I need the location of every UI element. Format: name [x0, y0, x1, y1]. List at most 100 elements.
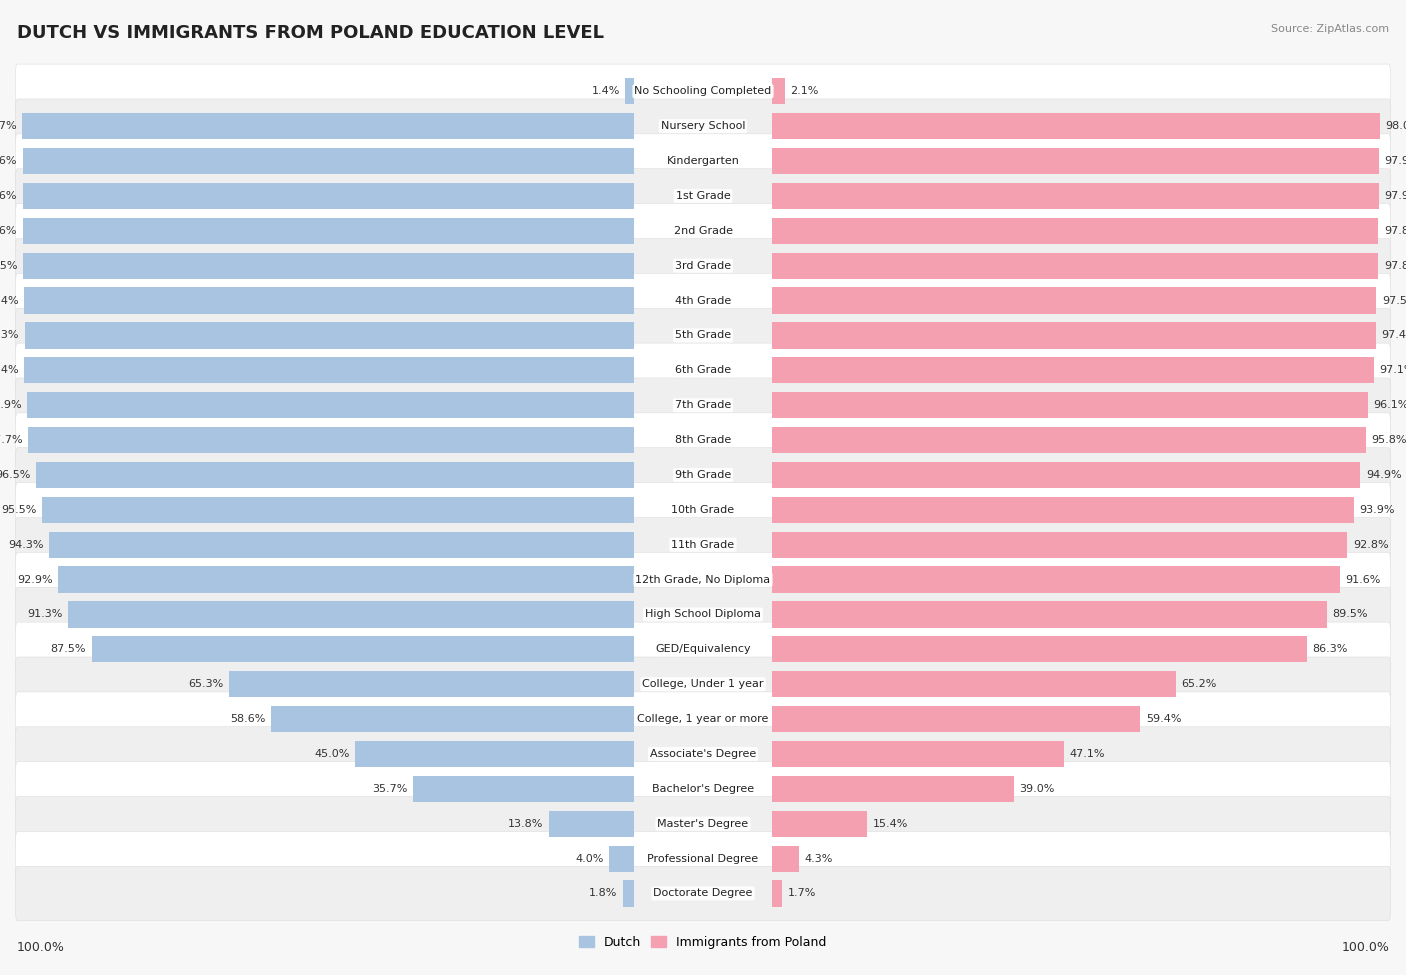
Text: 12th Grade, No Diploma: 12th Grade, No Diploma	[636, 574, 770, 585]
Text: 98.6%: 98.6%	[0, 156, 17, 166]
Text: 97.7%: 97.7%	[0, 435, 22, 445]
Text: 98.7%: 98.7%	[0, 121, 17, 132]
Bar	[49, 531, 634, 558]
Bar	[772, 288, 1376, 314]
Text: 3rd Grade: 3rd Grade	[675, 260, 731, 271]
Text: 13.8%: 13.8%	[508, 819, 543, 829]
Text: High School Diploma: High School Diploma	[645, 609, 761, 619]
FancyBboxPatch shape	[15, 483, 1391, 537]
Bar	[772, 183, 1379, 209]
Text: 47.1%: 47.1%	[1070, 749, 1105, 759]
Bar	[772, 323, 1376, 348]
Text: 97.9%: 97.9%	[1385, 156, 1406, 166]
Bar	[22, 113, 634, 139]
Bar	[22, 217, 634, 244]
Text: College, 1 year or more: College, 1 year or more	[637, 714, 769, 724]
Bar	[772, 427, 1365, 453]
Bar	[623, 880, 634, 907]
Text: 93.9%: 93.9%	[1360, 505, 1395, 515]
Bar	[772, 78, 785, 104]
Bar	[28, 427, 634, 453]
Bar	[35, 462, 634, 488]
Bar	[772, 845, 799, 872]
Bar	[772, 217, 1378, 244]
Text: 5th Grade: 5th Grade	[675, 331, 731, 340]
Bar	[413, 776, 634, 801]
FancyBboxPatch shape	[15, 832, 1391, 886]
FancyBboxPatch shape	[15, 553, 1391, 606]
Bar	[772, 637, 1308, 662]
Text: 98.4%: 98.4%	[0, 366, 18, 375]
Text: 100.0%: 100.0%	[1341, 941, 1389, 954]
Bar	[22, 183, 634, 209]
Text: Professional Degree: Professional Degree	[647, 853, 759, 864]
Text: 97.9%: 97.9%	[1385, 191, 1406, 201]
Bar	[609, 845, 634, 872]
Text: 98.0%: 98.0%	[1385, 121, 1406, 132]
Bar	[772, 566, 1340, 593]
FancyBboxPatch shape	[15, 692, 1391, 746]
Text: 45.0%: 45.0%	[314, 749, 350, 759]
Text: Nursery School: Nursery School	[661, 121, 745, 132]
Text: 96.1%: 96.1%	[1374, 400, 1406, 410]
Text: Kindergarten: Kindergarten	[666, 156, 740, 166]
Bar	[67, 602, 634, 628]
Bar	[356, 741, 634, 767]
Text: 97.8%: 97.8%	[1384, 260, 1406, 271]
Text: 39.0%: 39.0%	[1019, 784, 1054, 794]
Text: 65.2%: 65.2%	[1181, 680, 1218, 689]
Text: 1.8%: 1.8%	[589, 888, 617, 899]
Text: 92.8%: 92.8%	[1353, 540, 1389, 550]
Bar	[42, 496, 634, 523]
Bar	[772, 741, 1064, 767]
FancyBboxPatch shape	[15, 761, 1391, 816]
Bar	[24, 323, 634, 348]
FancyBboxPatch shape	[15, 134, 1391, 188]
FancyBboxPatch shape	[15, 98, 1391, 153]
Text: 4.0%: 4.0%	[575, 853, 603, 864]
Bar	[772, 671, 1177, 697]
Text: 4th Grade: 4th Grade	[675, 295, 731, 305]
Text: 97.1%: 97.1%	[1379, 366, 1406, 375]
Bar	[772, 462, 1361, 488]
Text: College, Under 1 year: College, Under 1 year	[643, 680, 763, 689]
Bar	[772, 706, 1140, 732]
Text: 97.9%: 97.9%	[0, 400, 21, 410]
Text: 97.4%: 97.4%	[1381, 331, 1406, 340]
FancyBboxPatch shape	[15, 726, 1391, 781]
Text: 95.8%: 95.8%	[1371, 435, 1406, 445]
FancyBboxPatch shape	[15, 378, 1391, 432]
Text: 15.4%: 15.4%	[873, 819, 908, 829]
Bar	[626, 78, 634, 104]
FancyBboxPatch shape	[15, 308, 1391, 363]
Text: 91.6%: 91.6%	[1346, 574, 1381, 585]
Text: 94.9%: 94.9%	[1365, 470, 1402, 480]
Bar	[229, 671, 634, 697]
Text: Doctorate Degree: Doctorate Degree	[654, 888, 752, 899]
Text: 4.3%: 4.3%	[804, 853, 832, 864]
Text: 1st Grade: 1st Grade	[676, 191, 730, 201]
Text: 2.1%: 2.1%	[790, 86, 818, 97]
Text: 98.5%: 98.5%	[0, 260, 18, 271]
Text: 92.9%: 92.9%	[17, 574, 52, 585]
Text: 2nd Grade: 2nd Grade	[673, 226, 733, 236]
FancyBboxPatch shape	[15, 169, 1391, 223]
Text: 9th Grade: 9th Grade	[675, 470, 731, 480]
Text: 98.4%: 98.4%	[0, 295, 18, 305]
Bar	[91, 637, 634, 662]
Bar	[548, 810, 634, 837]
FancyBboxPatch shape	[15, 412, 1391, 467]
Text: 8th Grade: 8th Grade	[675, 435, 731, 445]
Text: Bachelor's Degree: Bachelor's Degree	[652, 784, 754, 794]
FancyBboxPatch shape	[15, 797, 1391, 851]
Bar	[22, 148, 634, 175]
Text: 97.5%: 97.5%	[1382, 295, 1406, 305]
Bar	[24, 253, 634, 279]
Text: 1.4%: 1.4%	[592, 86, 620, 97]
Text: 95.5%: 95.5%	[1, 505, 37, 515]
Text: 98.3%: 98.3%	[0, 331, 20, 340]
Bar	[772, 880, 782, 907]
Bar	[27, 392, 634, 418]
Text: GED/Equivalency: GED/Equivalency	[655, 644, 751, 654]
FancyBboxPatch shape	[15, 64, 1391, 119]
